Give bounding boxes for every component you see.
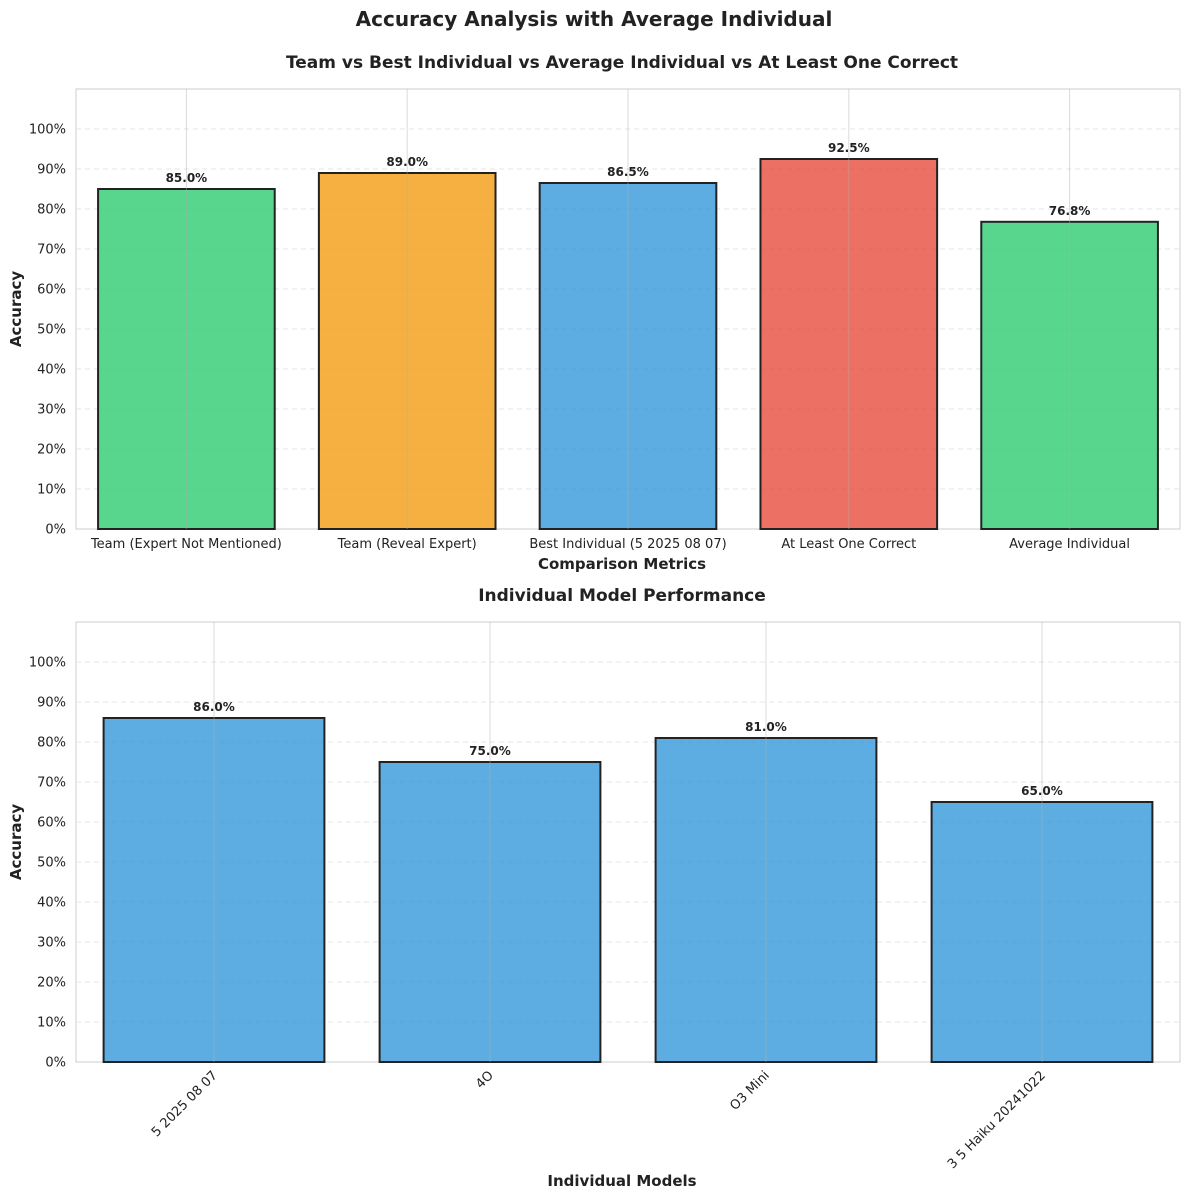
bar: [102, 717, 326, 1063]
bar: [980, 220, 1159, 531]
y-tick-label: 90%: [37, 696, 66, 711]
comparison-chart: 0% 10% 20% 30% 40% 50% 60% 70% 80% 90% 100% 85.0% 89…: [7, 53, 1181, 573]
bar-value-label: 89.0%: [386, 155, 428, 169]
bar: [97, 188, 276, 530]
y-tick-label: 40%: [37, 363, 66, 378]
y-tick-label: 70%: [37, 776, 66, 791]
bar-value-label: 86.0%: [193, 700, 235, 714]
y-tick-label: 10%: [37, 483, 66, 498]
bar-value-label: 76.8%: [1049, 204, 1091, 218]
figure-suptitle: Accuracy Analysis with Average Individua…: [356, 7, 833, 31]
y-tick-label: 10%: [37, 1016, 66, 1031]
y-tick-label: 0%: [45, 1056, 66, 1071]
x-axis-label: Individual Models: [547, 1172, 696, 1190]
bar-value-label: 85.0%: [166, 171, 208, 185]
y-tick-label: 30%: [37, 936, 66, 951]
bar-value-label: 65.0%: [1021, 784, 1063, 798]
bar-value-label: 86.5%: [607, 165, 649, 179]
bar: [654, 737, 878, 1063]
x-tick-label: Team (Expert Not Mentioned): [90, 537, 282, 552]
x-tick-label: Best Individual (5 2025 08 07): [529, 537, 726, 552]
y-tick-label: 80%: [37, 736, 66, 751]
bar-value-label: 81.0%: [745, 720, 787, 734]
bar: [538, 182, 718, 530]
y-tick-label: 40%: [37, 896, 66, 911]
bar: [317, 172, 497, 530]
y-axis-label: Accuracy: [7, 271, 25, 347]
y-tick-label: 0%: [45, 523, 66, 538]
x-tick-label: Average Individual: [1009, 537, 1130, 552]
y-tick-label: 100%: [29, 123, 66, 138]
y-tick-label: 50%: [37, 856, 66, 871]
y-tick-label: 80%: [37, 203, 66, 218]
y-tick-label: 90%: [37, 163, 66, 178]
bar: [930, 801, 1154, 1063]
y-tick-label: 20%: [37, 976, 66, 991]
y-tick-label: 20%: [37, 443, 66, 458]
x-tick-label: 4O: [473, 1068, 497, 1092]
y-tick-label: 70%: [37, 243, 66, 258]
bar-value-label: 92.5%: [828, 141, 870, 155]
individual-model-chart: 0% 10% 20% 30% 40% 50% 60% 70% 80% 90% 100% 86.0% 75…: [7, 586, 1181, 1190]
bar: [378, 761, 602, 1063]
y-axis-label: Accuracy: [7, 804, 25, 880]
x-axis-label: Comparison Metrics: [538, 555, 706, 573]
x-tick-label: At Least One Correct: [781, 537, 916, 552]
chart-title: Individual Model Performance: [478, 586, 766, 606]
y-tick-label: 60%: [37, 816, 66, 831]
x-tick-label: O3 Mini: [727, 1068, 772, 1113]
y-tick-label: 60%: [37, 283, 66, 298]
chart-title: Team vs Best Individual vs Average Indiv…: [286, 53, 958, 73]
bar-value-label: 75.0%: [469, 744, 511, 758]
y-tick-label: 100%: [29, 656, 66, 671]
x-tick-label: 5 2025 08 07: [149, 1068, 221, 1140]
bar: [759, 158, 939, 530]
y-tick-label: 30%: [37, 403, 66, 418]
x-tick-label: Team (Reveal Expert): [337, 537, 477, 552]
y-tick-label: 50%: [37, 323, 66, 338]
x-tick-label: 3 5 Haiku 20241022: [945, 1068, 1049, 1172]
